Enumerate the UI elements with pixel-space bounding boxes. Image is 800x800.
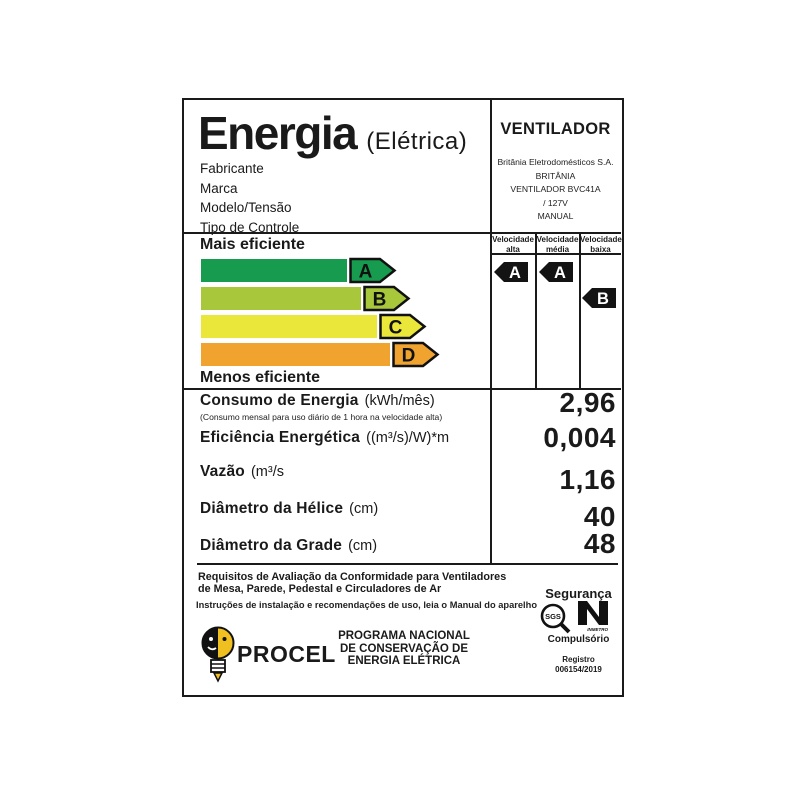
voltage: / 127V	[543, 197, 568, 208]
grade-arrow-a: A	[349, 257, 397, 284]
rating-arrow-media: A	[539, 262, 573, 282]
grade-bar-c	[201, 315, 377, 338]
metric-consumo-note: (Consumo mensal para uso diário de 1 hor…	[200, 412, 443, 422]
field-marca: Marca	[200, 180, 238, 196]
rating-arrow-baixa: B	[582, 288, 616, 308]
grade-bar-a	[201, 259, 347, 282]
svg-text:A: A	[509, 264, 521, 282]
svg-text:INMETRO: INMETRO	[587, 627, 608, 632]
svg-text:D: D	[402, 346, 416, 367]
metric-consumo: Consumo de Energia (kWh/mês)	[200, 392, 435, 409]
grade-arrow-d: D	[392, 341, 440, 368]
inmetro-icon: INMETRO	[578, 601, 608, 632]
registry-text: Registro 006154/2019	[555, 655, 602, 674]
instructions-text: Instruções de instalação e recomendações…	[196, 600, 537, 610]
grade-bar-b	[201, 287, 361, 310]
label-title: Energia	[198, 107, 358, 159]
model: VENTILADOR BVC41A	[510, 184, 601, 194]
brand: BRITÂNIA	[535, 170, 576, 181]
product-type: VENTILADOR	[500, 120, 611, 138]
metric-grade: Diâmetro da Grade (cm)	[200, 537, 378, 554]
procel-bulb-icon	[201, 626, 235, 683]
speed-header-alta: Velocidade alta	[492, 235, 534, 254]
requirements-text: Requisitos de Avaliação da Conformidade …	[198, 571, 507, 595]
sgs-icon: SGS	[540, 603, 571, 634]
more-efficient-label: Mais eficiente	[200, 236, 305, 253]
product-info: Britânia Eletrodomésticos S.A. BRITÂNIA …	[490, 156, 621, 224]
field-tipo-controle: Tipo de Controle	[200, 219, 300, 235]
field-modelo-tensao: Modelo/Tensão	[200, 200, 292, 215]
label-title-row: Energia (Elétrica)	[198, 106, 467, 160]
metric-consumo-value: 2,96	[559, 387, 616, 418]
field-labels: Fabricante Marca Modelo/Tensão Tipo de C…	[200, 159, 299, 237]
manufacturer: Britânia Eletrodomésticos S.A.	[497, 157, 614, 167]
svg-text:C: C	[389, 318, 403, 339]
main-vertical-divider	[490, 100, 492, 563]
speed-column-divider-1	[535, 232, 537, 388]
field-fabricante: Fabricante	[200, 161, 264, 176]
svg-text:A: A	[554, 264, 566, 282]
label-title-suffix: (Elétrica)	[366, 128, 468, 155]
metric-vazao-value: 1,16	[559, 464, 616, 495]
rating-arrow-alta: A	[494, 262, 528, 282]
metric-grade-value: 48	[583, 528, 616, 559]
metric-eficiencia: Eficiência Energética ((m³/s)/W)*m	[200, 429, 450, 446]
program-text: PROGRAMA NACIONAL DE CONSERVAÇÃO DE ENER…	[338, 630, 470, 667]
less-efficient-label: Menos eficiente	[200, 369, 321, 386]
speed-header-rule	[490, 253, 621, 255]
metrics-rule	[184, 388, 621, 390]
metric-helice-value: 40	[583, 501, 616, 532]
speed-column-divider-2	[579, 232, 581, 388]
svg-text:B: B	[373, 290, 387, 311]
procel-wordmark: PROCEL	[237, 641, 336, 667]
energy-label: Energia (Elétrica) Fabricante Marca Mode…	[182, 98, 624, 697]
metric-helice: Diâmetro da Hélice (cm)	[200, 500, 379, 517]
grade-arrow-c: C	[379, 313, 427, 340]
svg-text:SGS: SGS	[545, 612, 561, 621]
security-title: Segurança	[545, 586, 612, 601]
control-type: MANUAL	[537, 211, 574, 221]
footer-rule	[197, 563, 618, 565]
svg-text:B: B	[597, 290, 609, 308]
speed-header-media: Velocidade média	[536, 235, 579, 254]
grade-arrow-b: B	[363, 285, 411, 312]
speed-header-baixa: Velocidade baixa	[580, 235, 622, 254]
header-rule	[184, 232, 621, 234]
grade-bar-d	[201, 343, 390, 366]
compulsory-text: Compulsório	[547, 634, 610, 645]
metric-eficiencia-value: 0,004	[543, 422, 616, 453]
metric-vazao: Vazão (m³/s	[200, 463, 284, 480]
svg-text:A: A	[359, 262, 373, 283]
